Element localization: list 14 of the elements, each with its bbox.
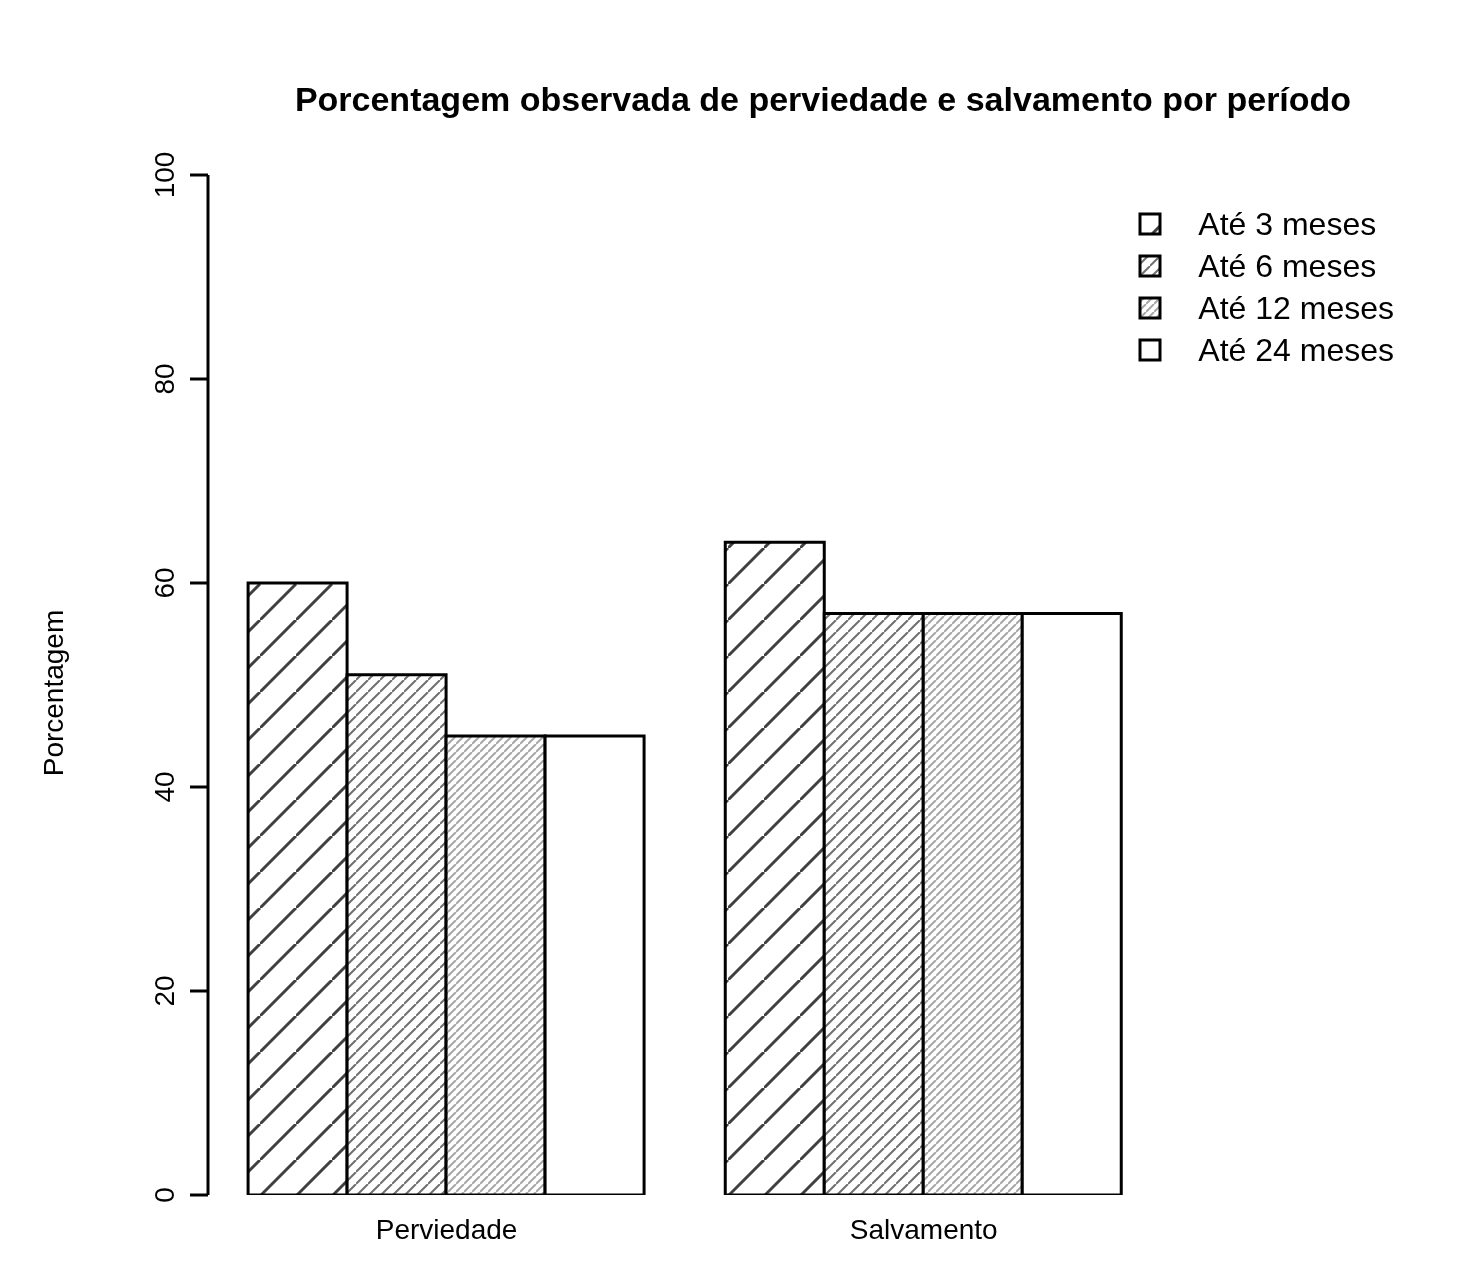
legend-label: Até 24 meses	[1198, 331, 1394, 370]
legend-label: Até 12 meses	[1198, 289, 1394, 328]
legend-label: Até 3 meses	[1198, 205, 1377, 244]
y-tick-label: 0	[149, 1187, 180, 1203]
legend-label: Até 6 meses	[1198, 247, 1377, 286]
y-tick-label: 80	[149, 363, 180, 395]
y-tick-label: 100	[149, 151, 180, 199]
chart-title: Porcentagem observada de perviedade e salvamento por período	[293, 80, 1353, 119]
y-tick-label: 40	[149, 771, 180, 803]
x-tick-label: Perviedade	[375, 1213, 518, 1245]
y-axis-title: Porcentagem	[38, 609, 70, 777]
y-tick-label: 60	[149, 567, 180, 599]
x-tick-label: Salvamento	[849, 1213, 998, 1245]
y-tick-label: 20	[149, 975, 180, 1007]
